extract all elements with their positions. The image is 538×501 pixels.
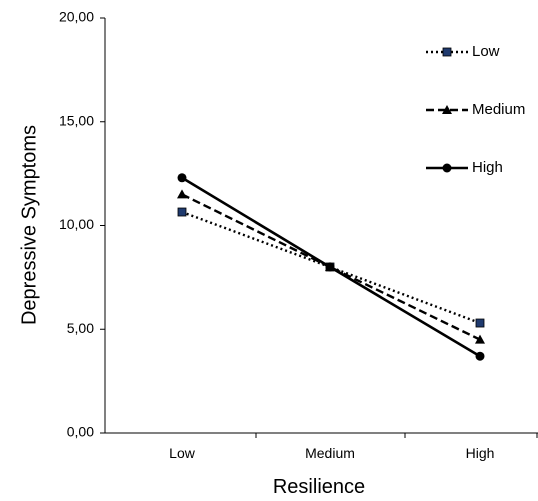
x-tick-label: Medium [305,445,355,461]
legend-label-medium: Medium [472,101,525,118]
y-ticks: 0,00 5,00 10,00 15,00 20,00 [59,9,105,440]
x-ticks: Low Medium High [169,433,538,461]
data-point-low [177,207,187,217]
data-point-low [475,318,485,328]
legend-item-low: Low [426,43,500,60]
axes [104,18,538,434]
legend-marker-low [442,47,452,57]
legend-marker-medium [442,105,452,114]
data-point-high [475,351,485,361]
legend-marker-high [442,163,452,173]
x-tick-label: Low [169,445,196,461]
legend-label-high: High [472,159,503,176]
y-tick-label: 15,00 [59,112,94,128]
y-tick-label: 5,00 [67,320,94,336]
y-tick-label: 0,00 [67,424,94,440]
x-tick-label: High [466,445,495,461]
series-high [177,173,485,361]
legend-item-medium: Medium [426,101,525,118]
series-group [177,173,485,361]
data-point-high [325,262,335,272]
y-axis-title: Depressive Symptoms [18,125,40,325]
y-tick-label: 10,00 [59,216,94,232]
data-point-high [177,173,187,183]
series-line-medium [181,193,481,341]
legend: Low Medium High [426,43,525,176]
legend-label-low: Low [472,43,500,60]
x-axis-title: Resilience [273,476,365,498]
y-tick-label: 20,00 [59,9,94,25]
data-point-medium [475,334,485,344]
legend-item-high: High [426,159,503,176]
data-point-medium [177,189,187,199]
